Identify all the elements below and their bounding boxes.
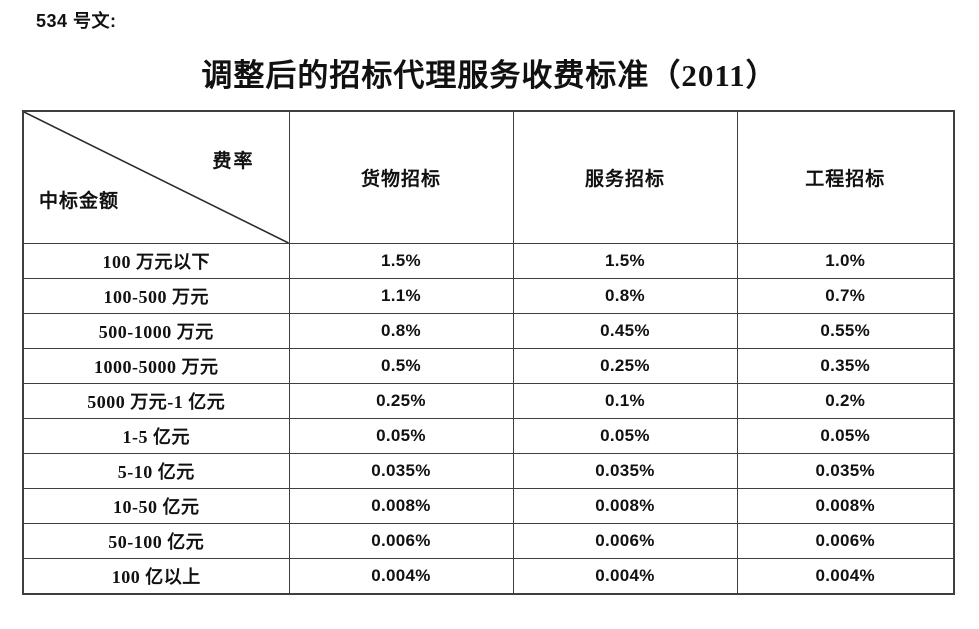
fee-cell: 0.035% — [288, 453, 514, 489]
amount-range-cell: 50-100 亿元 — [22, 523, 290, 559]
fee-cell: 0.35% — [736, 348, 955, 384]
diagonal-divider-line — [24, 112, 289, 243]
page-title: 调整后的招标代理服务收费标准（2011） — [201, 58, 778, 93]
fee-cell: 0.45% — [512, 313, 738, 349]
table-row: 500-1000 万元 0.8% 0.45% 0.55% — [22, 313, 955, 349]
table-row: 10-50 亿元 0.008% 0.008% 0.008% — [22, 488, 955, 524]
fee-cell: 1.0% — [736, 243, 955, 279]
amount-range-cell: 5-10 亿元 — [22, 453, 290, 489]
table-row: 100 万元以下 1.5% 1.5% 1.0% — [22, 243, 955, 279]
table-row: 1000-5000 万元 0.5% 0.25% 0.35% — [22, 348, 955, 384]
fee-cell: 0.004% — [736, 558, 955, 595]
fee-cell: 0.006% — [512, 523, 738, 559]
fee-cell: 0.8% — [512, 278, 738, 314]
fee-cell: 0.006% — [736, 523, 955, 559]
fee-cell: 0.8% — [288, 313, 514, 349]
table-row: 50-100 亿元 0.006% 0.006% 0.006% — [22, 523, 955, 559]
fee-cell: 1.1% — [288, 278, 514, 314]
fee-cell: 0.004% — [512, 558, 738, 595]
fee-cell: 0.2% — [736, 383, 955, 419]
fee-cell: 0.7% — [736, 278, 955, 314]
document-number-label: 534 号文: — [36, 11, 117, 31]
diagonal-header-cell: 费率 中标金额 — [22, 110, 290, 244]
column-header-engineering-bidding: 工程招标 — [736, 110, 955, 244]
fee-cell: 0.035% — [736, 453, 955, 489]
fee-cell: 0.004% — [288, 558, 514, 595]
fee-cell: 0.05% — [512, 418, 738, 454]
header-row: 费率 中标金额 货物招标 服务招标 工程招标 — [22, 110, 955, 244]
table-row: 100 亿以上 0.004% 0.004% 0.004% — [22, 558, 955, 595]
fee-cell: 0.5% — [288, 348, 514, 384]
fee-cell: 1.5% — [512, 243, 738, 279]
fee-cell: 0.25% — [512, 348, 738, 384]
corner-label-fee-rate: 费率 — [212, 151, 255, 172]
amount-range-cell: 1000-5000 万元 — [22, 348, 290, 384]
table-row: 1-5 亿元 0.05% 0.05% 0.05% — [22, 418, 955, 454]
column-header-service-bidding: 服务招标 — [512, 110, 738, 244]
fee-cell: 0.55% — [736, 313, 955, 349]
table-row: 5000 万元-1 亿元 0.25% 0.1% 0.2% — [22, 383, 955, 419]
fee-cell: 0.05% — [736, 418, 955, 454]
table-row: 100-500 万元 1.1% 0.8% 0.7% — [22, 278, 955, 314]
table-row: 5-10 亿元 0.035% 0.035% 0.035% — [22, 453, 955, 489]
amount-range-cell: 500-1000 万元 — [22, 313, 290, 349]
amount-range-cell: 100 万元以下 — [22, 243, 290, 279]
fee-cell: 0.008% — [288, 488, 514, 524]
fee-cell: 0.25% — [288, 383, 514, 419]
corner-label-bid-amount: 中标金额 — [39, 191, 120, 212]
fee-cell: 0.1% — [512, 383, 738, 419]
fee-cell: 1.5% — [288, 243, 514, 279]
amount-range-cell: 10-50 亿元 — [22, 488, 290, 524]
amount-range-cell: 100 亿以上 — [22, 558, 290, 595]
fee-cell: 0.05% — [288, 418, 514, 454]
fee-rate-table: 费率 中标金额 货物招标 服务招标 工程招标 100 万元以下 1.5% 1.5… — [22, 110, 955, 595]
amount-range-cell: 1-5 亿元 — [22, 418, 290, 454]
amount-range-cell: 100-500 万元 — [22, 278, 290, 314]
column-header-goods-bidding: 货物招标 — [288, 110, 514, 244]
fee-cell: 0.008% — [736, 488, 955, 524]
fee-cell: 0.035% — [512, 453, 738, 489]
amount-range-cell: 5000 万元-1 亿元 — [22, 383, 290, 419]
fee-cell: 0.006% — [288, 523, 514, 559]
fee-cell: 0.008% — [512, 488, 738, 524]
